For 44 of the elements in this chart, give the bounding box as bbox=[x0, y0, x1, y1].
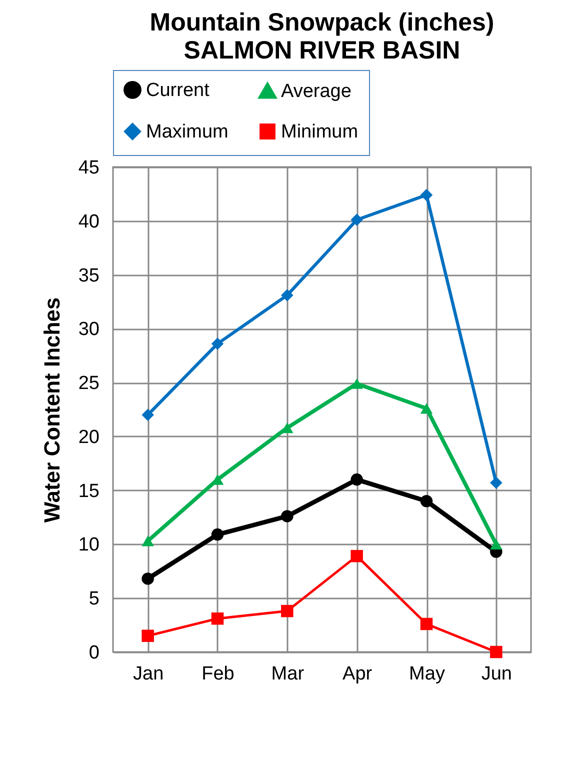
x-tick-label: May bbox=[409, 664, 446, 684]
point bbox=[142, 408, 154, 422]
y-axis-title: Water Content Inches bbox=[39, 297, 64, 523]
point bbox=[420, 495, 433, 508]
point bbox=[142, 630, 154, 642]
y-tick-label: 40 bbox=[78, 211, 100, 232]
y-tick-label: 25 bbox=[78, 373, 100, 394]
y-tick-label: 35 bbox=[78, 265, 100, 286]
point bbox=[490, 646, 502, 658]
y-tick-label: 5 bbox=[88, 588, 100, 610]
point bbox=[490, 538, 502, 550]
legend-label: Minimum bbox=[281, 122, 358, 142]
chart-title: Mountain Snowpack (inches) bbox=[150, 8, 494, 36]
point bbox=[490, 476, 502, 489]
point bbox=[350, 214, 363, 226]
point bbox=[281, 510, 294, 522]
point bbox=[211, 612, 224, 625]
x-tick-label: Feb bbox=[202, 664, 234, 684]
x-tick-label: Jan bbox=[133, 664, 164, 684]
x-tick-label: Jun bbox=[481, 664, 512, 684]
point bbox=[420, 188, 433, 202]
legend-label: Current bbox=[146, 80, 210, 101]
y-tick-label: 45 bbox=[78, 158, 100, 178]
point bbox=[142, 536, 154, 546]
point bbox=[281, 604, 294, 618]
point bbox=[420, 618, 433, 630]
x-tick-label: Apr bbox=[342, 664, 373, 684]
y-tick-label: 10 bbox=[78, 534, 100, 556]
point bbox=[420, 403, 433, 414]
point bbox=[281, 289, 294, 302]
point bbox=[350, 473, 363, 486]
y-tick-label: 30 bbox=[78, 319, 100, 340]
point bbox=[211, 338, 224, 350]
x-tick-label: Mar bbox=[271, 664, 305, 684]
chart-subtitle: SALMON RIVER BASIN bbox=[184, 36, 460, 64]
point bbox=[211, 528, 224, 541]
legend-label: Maximum bbox=[146, 122, 228, 142]
y-tick-label: 15 bbox=[78, 480, 100, 502]
legend-label: Average bbox=[281, 81, 352, 102]
y-tick-label: 20 bbox=[78, 426, 100, 448]
y-tick-label: 0 bbox=[88, 642, 100, 664]
point bbox=[350, 378, 363, 389]
point bbox=[350, 550, 363, 562]
point bbox=[142, 572, 154, 585]
